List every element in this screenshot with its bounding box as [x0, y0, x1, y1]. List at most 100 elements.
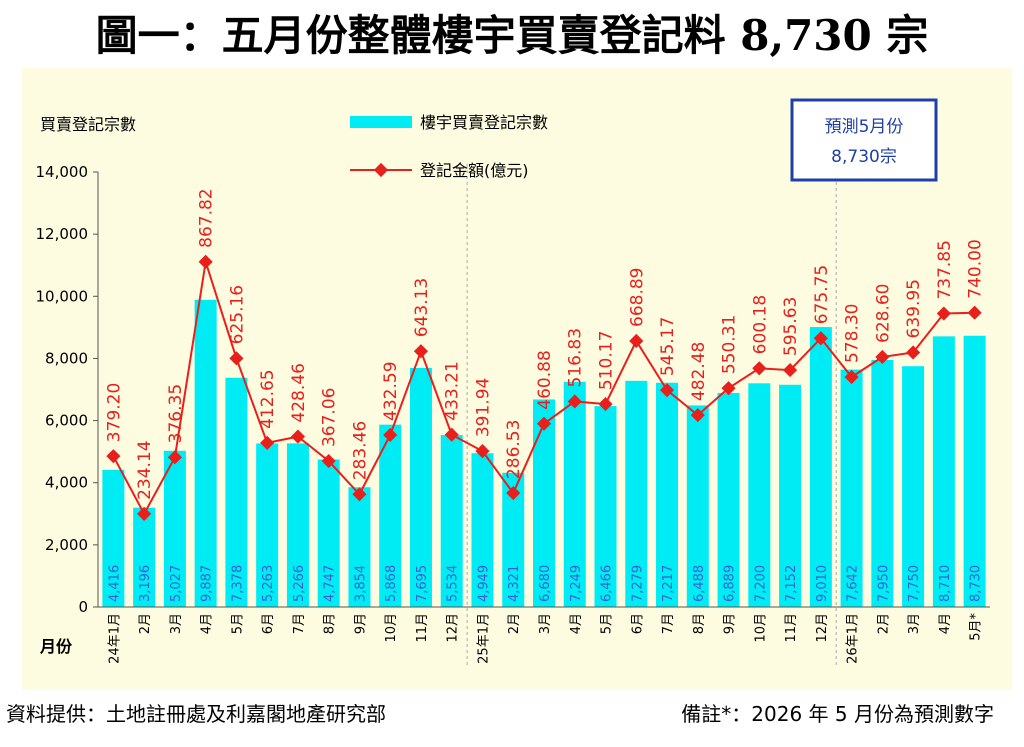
bar-value-label: 4,321	[507, 565, 522, 602]
y-tick-label: 8,000	[45, 349, 88, 367]
line-point	[444, 427, 459, 442]
bar-value-label: 5,266	[292, 565, 307, 602]
bar	[133, 507, 156, 607]
line-point	[598, 397, 613, 412]
line-point	[321, 453, 336, 469]
line-value-label: 595.63	[781, 297, 801, 356]
line-value-label: 545.17	[658, 317, 678, 376]
x-tick-label: 6月	[261, 613, 276, 634]
bar	[194, 299, 217, 607]
line-point	[167, 450, 182, 465]
line-value-label: 482.48	[689, 342, 709, 401]
line-point	[906, 345, 921, 360]
x-tick-label: 11月	[784, 613, 799, 643]
bar-value-label: 7,279	[630, 565, 645, 602]
x-tick-label: 4月	[569, 613, 584, 634]
line-value-label: 433.21	[443, 361, 463, 420]
line-point	[567, 394, 582, 409]
forecast-box-line2: 8,730宗	[831, 147, 897, 167]
bar-value-label: 7,217	[661, 565, 676, 602]
line-value-label: 379.20	[104, 383, 124, 442]
bar	[256, 443, 279, 607]
x-tick-label: 2月	[507, 613, 522, 634]
bar-value-label: 5,263	[261, 565, 276, 602]
bar	[348, 487, 371, 607]
bar-value-label: 7,378	[230, 565, 245, 602]
legend-line-label: 登記金額(億元)	[420, 161, 529, 180]
legend-line-marker	[373, 162, 389, 178]
line-value-label: 740.00	[966, 239, 986, 298]
x-tick-label: 4月	[938, 613, 953, 634]
line-value-label: 286.53	[504, 420, 524, 479]
bar-value-label: 6,466	[600, 565, 615, 602]
bar	[225, 377, 248, 607]
bar	[533, 399, 555, 607]
x-tick-label: 10月	[384, 613, 399, 643]
y-tick-label: 6,000	[45, 412, 88, 430]
x-tick-label: 8月	[692, 613, 707, 634]
x-tick-label: 5月	[230, 613, 245, 634]
bar	[471, 453, 494, 607]
bar-value-label: 7,750	[907, 565, 922, 602]
line-point	[690, 408, 705, 423]
line-point	[752, 361, 767, 376]
forecast-box-line1: 預測5月份	[825, 117, 904, 137]
line-value-label: 668.89	[627, 267, 647, 326]
line-value-label: 391.94	[473, 378, 493, 437]
line-value-label: 234.14	[135, 440, 155, 499]
bar-value-label: 4,416	[107, 565, 122, 602]
bar	[594, 406, 617, 607]
x-tick-label: 11月	[415, 613, 430, 643]
line-point	[290, 429, 306, 444]
bar-value-label: 6,889	[723, 565, 738, 602]
bar	[932, 336, 955, 607]
bar-value-label: 5,868	[384, 565, 399, 602]
bar-value-label: 5,534	[446, 565, 461, 602]
x-tick-label: 9月	[723, 613, 738, 634]
line-value-label: 600.18	[750, 295, 770, 354]
bar	[286, 443, 309, 607]
line-point	[659, 383, 675, 398]
line-value-label: 867.82	[197, 188, 217, 247]
bar-value-label: 9,010	[815, 565, 830, 602]
x-tick-label: 5月*	[969, 613, 984, 641]
x-tick-label: 2月	[138, 613, 153, 634]
forecast-note: 備註*：2026 年 5 月份為預測數字	[681, 702, 994, 726]
bar	[963, 335, 986, 607]
y-tick-label: 0	[78, 598, 88, 616]
bar-value-label: 7,695	[415, 565, 430, 602]
page-title: 圖一：五月份整體樓宇買賣登記料 8,730 宗	[95, 11, 929, 60]
bar-value-label: 5,027	[169, 565, 184, 602]
line-value-label: 737.85	[935, 240, 955, 299]
bar	[625, 380, 648, 607]
line-point	[475, 444, 490, 459]
x-tick-label: 7月	[661, 613, 676, 634]
x-tick-label: 25年1月	[476, 613, 491, 664]
line-point	[782, 363, 798, 378]
line-point	[536, 416, 552, 431]
x-tick-label: 4月	[200, 613, 215, 634]
line-point	[629, 333, 644, 349]
bar-value-label: 7,200	[753, 565, 768, 602]
bar	[409, 367, 432, 607]
line-point	[875, 349, 890, 365]
x-tick-label: 9月	[353, 613, 368, 634]
bar	[563, 381, 586, 607]
x-tick-label: 12月	[446, 613, 461, 643]
line-value-label: 516.83	[566, 328, 586, 387]
line-point	[352, 487, 367, 502]
bar-value-label: 6,680	[538, 565, 553, 602]
bar	[102, 469, 125, 607]
bar	[656, 382, 679, 607]
line-point	[967, 305, 982, 320]
x-tick-label: 10月	[753, 613, 768, 643]
line-value-label: 432.59	[381, 361, 401, 420]
x-tick-label: 6月	[630, 613, 645, 634]
line-point	[813, 331, 828, 346]
line-point	[936, 306, 951, 321]
x-tick-label: 3月	[538, 613, 553, 634]
line-value-label: 460.88	[535, 350, 555, 409]
legend-bar-swatch	[350, 116, 412, 128]
bar-value-label: 6,488	[692, 565, 707, 602]
x-tick-label: 12月	[815, 613, 830, 643]
